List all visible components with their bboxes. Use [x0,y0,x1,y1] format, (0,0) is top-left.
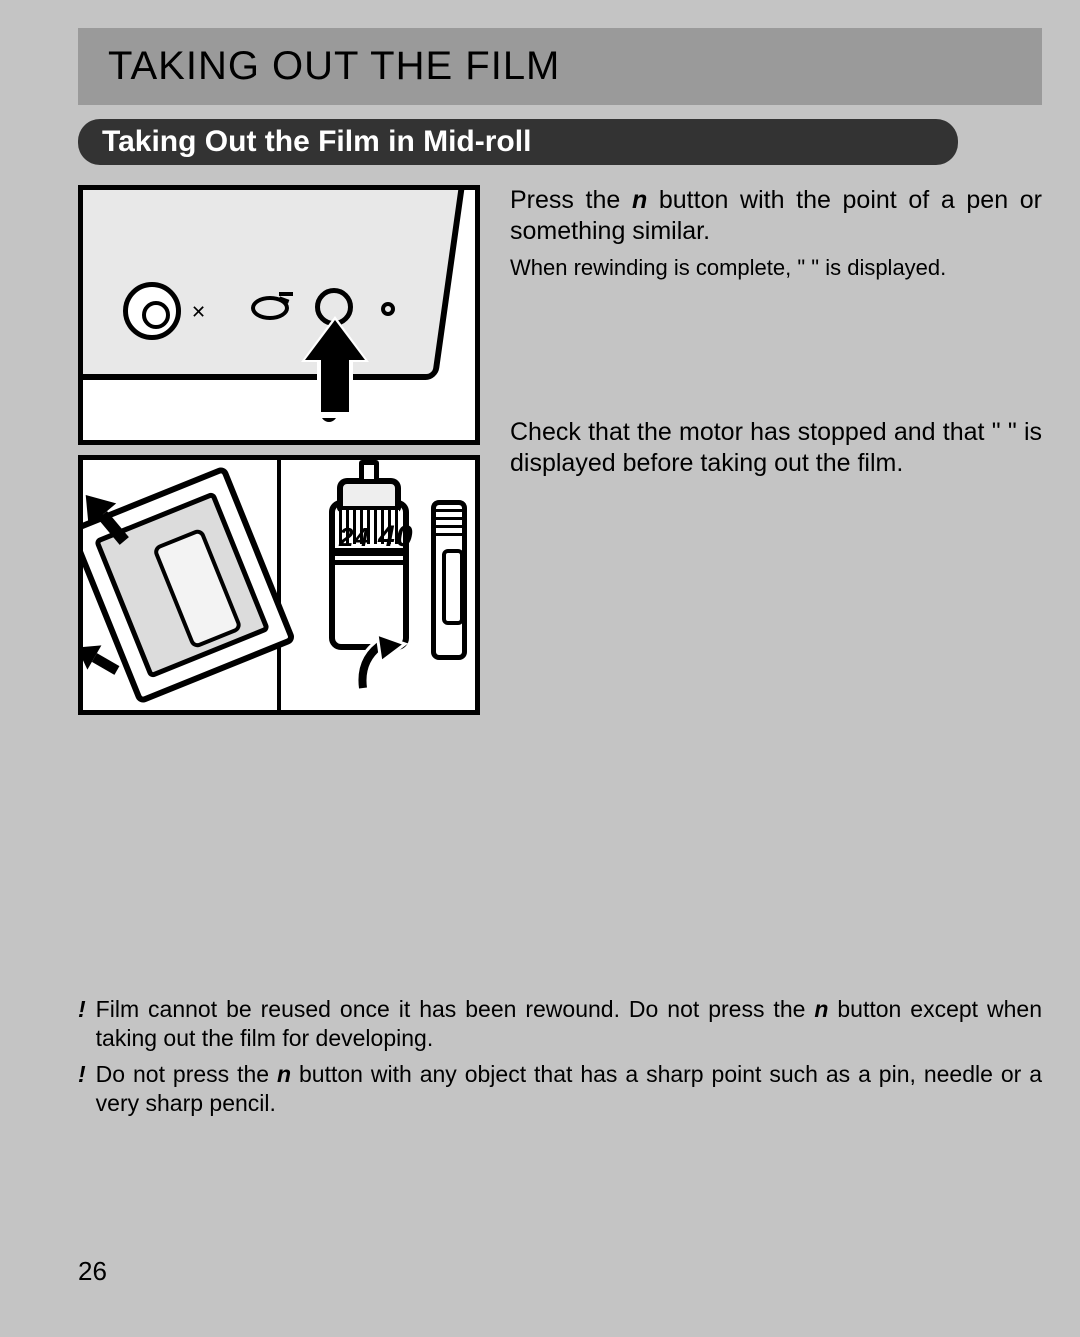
note-item: ! Do not press the n button with any obj… [78,1060,1042,1119]
step-1-subtext: When rewinding is complete, " " is displ… [510,254,1042,282]
note-text: Do not press the n button with any objec… [96,1060,1042,1119]
film-chamber: 24 40 [281,460,475,710]
text-column: Press the n button with the point of a p… [510,185,1042,715]
note-bullet-icon: ! [78,1060,86,1119]
manual-page: TAKING OUT THE FILM Taking Out the Film … [0,0,1080,1337]
note0-pre: Film cannot be reused once it has been r… [96,996,815,1022]
section-subtitle: Taking Out the Film in Mid-roll [102,125,958,159]
step1sub-post: " is displayed. [811,255,946,280]
illustration-remove-film: 24 40 [78,455,480,715]
remove-arrow-icon [351,628,423,700]
caution-notes: ! Film cannot be reused once it has been… [78,995,1042,1119]
step1sub-pre: When rewinding is complete, " [510,255,811,280]
page-title: TAKING OUT THE FILM [108,44,1042,89]
tripod-socket-icon [123,282,181,340]
note-bullet-icon: ! [78,995,86,1054]
note-item: ! Film cannot be reused once it has been… [78,995,1042,1054]
camera-back-open [83,460,281,710]
small-hole-icon [381,302,395,316]
page-number: 26 [78,1256,107,1287]
rewind-button-symbol: n [277,1061,291,1087]
note-text: Film cannot be reused once it has been r… [96,995,1042,1054]
note1-pre: Do not press the [96,1061,277,1087]
film-label-a: 24 [339,522,370,552]
press-arrow-icon [311,320,359,416]
film-exposure-label: 24 40 [339,520,414,554]
title-band: TAKING OUT THE FILM [78,28,1042,105]
film-spool-icon [359,460,379,484]
rewind-button-symbol: n [632,186,647,214]
step2-pre: Check that the motor has stopped and tha… [510,418,1008,446]
rewind-tail-icon [279,292,293,296]
illustration-column: ✕ [78,185,480,715]
rewind-button-symbol: n [814,996,828,1022]
screw-x-icon: ✕ [191,302,206,323]
section-subtitle-band: Taking Out the Film in Mid-roll [78,119,958,165]
content-row: ✕ [78,185,1042,715]
step-2-text: Check that the motor has stopped and tha… [510,417,1042,480]
step1-pre: Press the [510,186,632,214]
film-label-b: 40 [378,520,413,553]
illustration-rewind-button: ✕ [78,185,480,445]
film-slot-hatch [431,500,467,536]
step-1-text: Press the n button with the point of a p… [510,185,1042,248]
camera-bottom-plate [78,185,468,380]
film-band-2 [329,560,409,565]
